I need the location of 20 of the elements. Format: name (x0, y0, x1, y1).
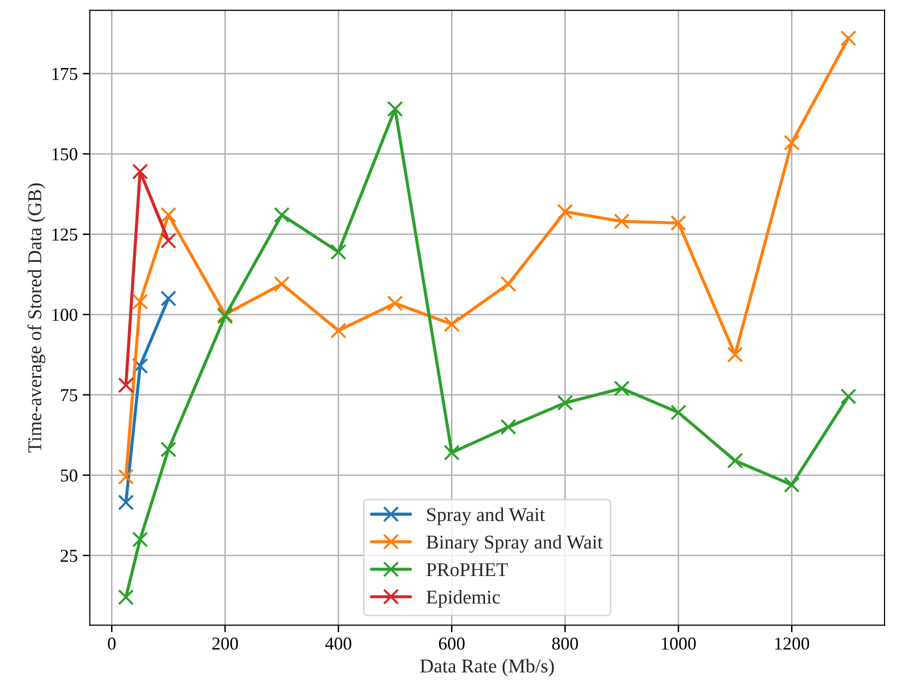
x-tick-label: 1200 (775, 637, 810, 650)
x-axis-title: Data Rate (Mb/s) (420, 658, 554, 677)
y-tick-label: 150 (52, 148, 78, 160)
y-axis-title: Time-average of Stored Data (GB) (27, 183, 46, 453)
x-tick-label: 200 (212, 637, 238, 650)
y-tick-label: 75 (61, 389, 78, 402)
y-tick-label: 25 (60, 550, 78, 562)
x-tick-label: 0 (108, 637, 116, 650)
y-tick-label: 175 (52, 68, 78, 80)
x-tick-label: 800 (552, 637, 578, 650)
legend-label: Binary Spray and Wait (426, 535, 603, 553)
y-tick-label: 50 (60, 469, 78, 482)
x-tick-label: 1000 (662, 637, 696, 650)
x-tick-label: 600 (438, 637, 465, 650)
x-tick-label: 400 (325, 637, 352, 650)
y-tick-label: 100 (52, 308, 78, 321)
legend-label: Spray and Wait (427, 508, 545, 526)
legend-label: PRoPHET (426, 563, 508, 576)
legend-label: Epidemic (426, 590, 500, 608)
y-tick-label: 125 (52, 228, 78, 241)
